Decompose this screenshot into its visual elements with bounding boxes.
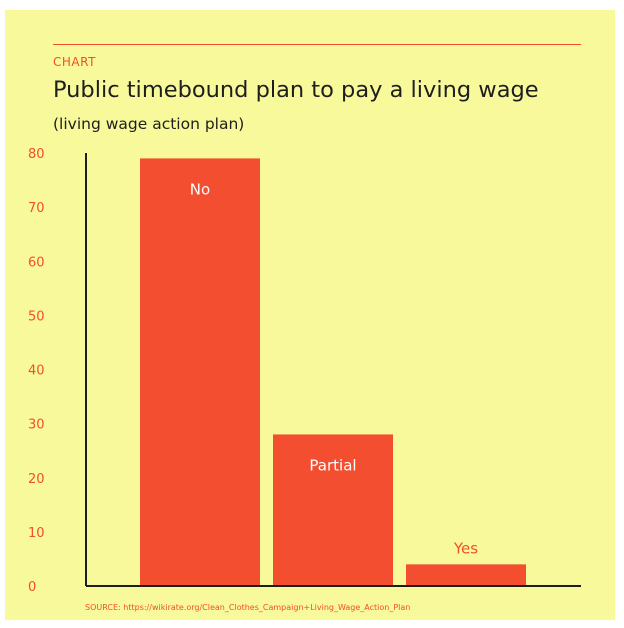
y-tick-label-30: 30: [28, 418, 45, 433]
y-tick-label-60: 60: [28, 255, 45, 270]
chart-title: Public timebound plan to pay a living wa…: [53, 77, 539, 103]
bar-label-no: No: [190, 180, 210, 198]
y-tick-label-50: 50: [28, 309, 45, 324]
bar-label-yes: Yes: [453, 539, 478, 557]
bar-label-partial: Partial: [309, 456, 356, 474]
y-tick-label-70: 70: [28, 201, 45, 216]
bar-partial: [273, 434, 393, 586]
y-tick-label-0: 0: [28, 580, 36, 595]
bar-yes: [406, 564, 526, 586]
y-tick-label-40: 40: [28, 364, 45, 379]
bar-no: [140, 158, 260, 586]
y-tick-label-10: 10: [28, 526, 45, 541]
chart-subtitle: (living wage action plan): [53, 115, 245, 133]
y-tick-label-20: 20: [28, 472, 45, 487]
top-rule: [53, 44, 581, 45]
source-note: SOURCE: https://wikirate.org/Clean_Cloth…: [85, 603, 411, 612]
y-tick-label-80: 80: [28, 147, 45, 162]
chart-kicker: CHART: [53, 55, 96, 69]
